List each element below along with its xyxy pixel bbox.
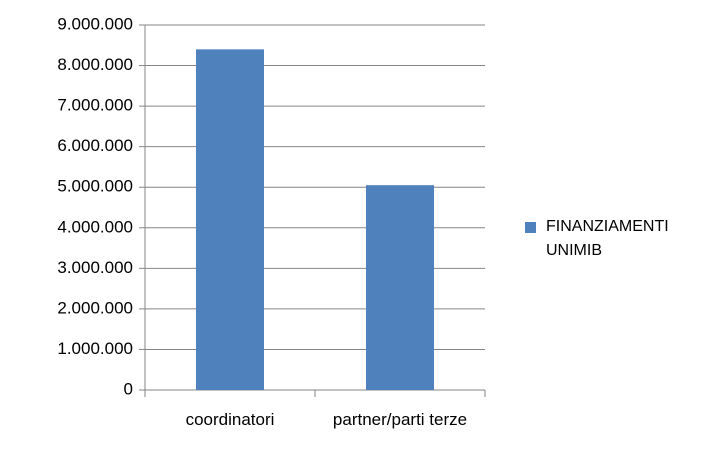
x-tick-label: partner/parti terze bbox=[332, 410, 468, 429]
y-tick-label: 6.000.000 bbox=[57, 136, 133, 155]
y-tick-label: 5.000.000 bbox=[57, 177, 133, 196]
y-tick-label: 7.000.000 bbox=[57, 96, 133, 115]
x-tick-label: coordinatori bbox=[185, 410, 275, 429]
y-tick-label: 1.000.000 bbox=[57, 339, 133, 358]
legend-label: FINANZIAMENTI UNIMIB bbox=[546, 218, 669, 259]
bar bbox=[366, 185, 434, 390]
bar bbox=[196, 49, 264, 390]
y-tick-label: 9.000.000 bbox=[57, 14, 133, 33]
y-tick-label: 2.000.000 bbox=[57, 298, 133, 317]
y-tick-label: 8.000.000 bbox=[57, 55, 133, 74]
y-tick-label: 3.000.000 bbox=[57, 258, 133, 277]
y-tick-label: 0 bbox=[124, 379, 133, 398]
y-tick-label: 4.000.000 bbox=[57, 217, 133, 236]
legend-swatch bbox=[525, 222, 536, 233]
